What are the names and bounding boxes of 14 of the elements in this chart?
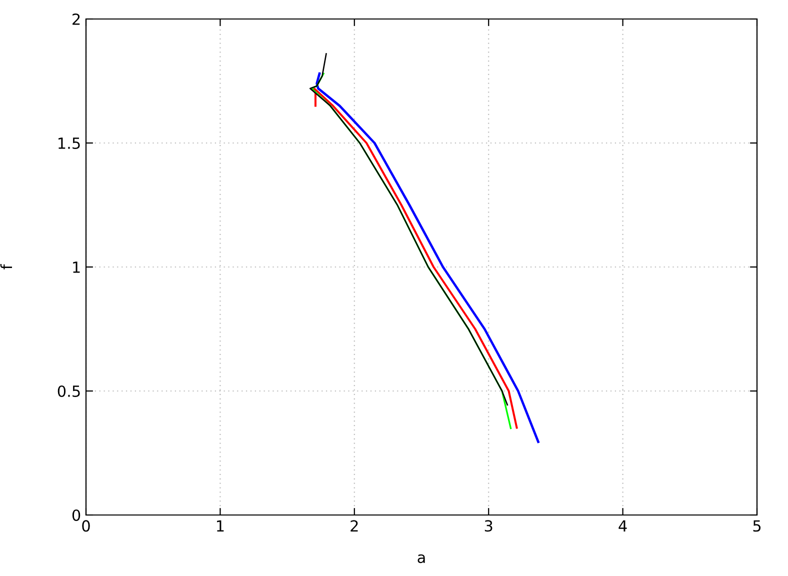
y-axis-title: f	[0, 264, 12, 270]
x-axis-title: a	[418, 554, 425, 564]
y-tick-label: 0	[72, 509, 80, 522]
x-tick-label: 3	[484, 520, 492, 532]
y-tick-label: 2	[72, 13, 80, 25]
x-tick-label: 1	[217, 520, 224, 532]
x-tick-label: 5	[753, 520, 761, 532]
y-tick-label: 1	[73, 262, 80, 273]
line-series	[316, 72, 540, 444]
x-tick-label: 4	[618, 520, 627, 532]
y-tick-label: 1.5	[58, 138, 80, 150]
x-tick-label: 2	[350, 520, 358, 532]
x-tick-label: 0	[82, 520, 90, 532]
y-tick-label: 0.5	[58, 385, 80, 398]
